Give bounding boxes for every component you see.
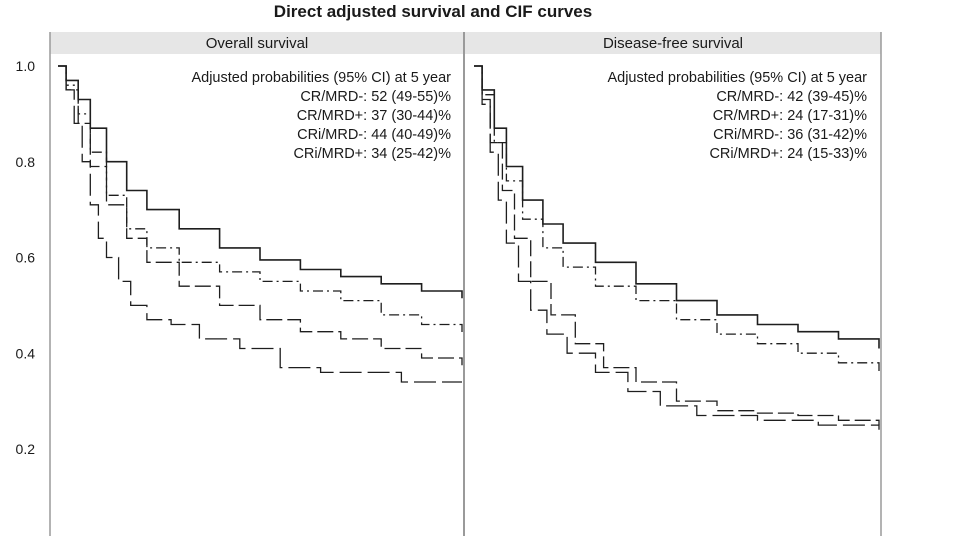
annotation-line: CR/MRD-: 52 (49-55)%	[300, 89, 451, 105]
panel-header-bg	[50, 32, 464, 54]
panel-title-disease-free-survival: Disease-free survival	[603, 35, 743, 52]
annotation-line: CR/MRD-: 42 (39-45)%	[716, 89, 867, 105]
panel-title-overall-survival: Overall survival	[206, 35, 309, 52]
survival-curve-solid	[474, 65, 880, 349]
curves-disease-free-survival	[474, 65, 880, 430]
curves-overall-survival	[58, 65, 463, 383]
y-tick-label: 0.6	[16, 250, 36, 266]
survival-curve-long-dash	[474, 65, 880, 426]
panel-overall-survival: Overall survival Adjusted probabilities …	[49, 32, 464, 536]
y-tick-label: 0.8	[16, 154, 36, 170]
survival-curve-solid	[58, 65, 463, 299]
chart-title: Direct adjusted survival and CIF curves	[273, 2, 593, 21]
annotation-line: CRi/MRD+: 34 (25-42)%	[293, 146, 451, 162]
annotation-line: CR/MRD+: 24 (17-31)%	[713, 108, 867, 124]
annotation-line: CRi/MRD-: 36 (31-42)%	[713, 127, 867, 143]
y-tick-label: 1.0	[16, 58, 36, 74]
panel-header-bg	[465, 32, 881, 54]
y-axis-ticks: 1.0 0.8 0.6 0.4 0.2	[16, 58, 36, 457]
annotation-heading: Adjusted probabilities (95% CI) at 5 yea…	[607, 70, 867, 86]
annotation-line: CRi/MRD+: 24 (15-33)%	[709, 146, 867, 162]
survival-curve-dash-dot	[58, 65, 463, 335]
annotation-line: CRi/MRD-: 44 (40-49)%	[297, 127, 451, 143]
annotation-heading: Adjusted probabilities (95% CI) at 5 yea…	[191, 70, 451, 86]
y-tick-label: 0.4	[16, 345, 36, 361]
survival-curve-dashed-step	[58, 65, 462, 383]
y-tick-label: 0.2	[16, 441, 36, 457]
panel-disease-free-survival: Disease-free survival Adjusted probabili…	[465, 32, 882, 536]
survival-curve-dashed-step	[474, 65, 880, 430]
annotation-line: CR/MRD+: 37 (30-44)%	[297, 108, 451, 124]
survival-curve-long-dash	[58, 65, 463, 366]
annotation-disease-free-survival: Adjusted probabilities (95% CI) at 5 yea…	[607, 70, 867, 162]
annotation-overall-survival: Adjusted probabilities (95% CI) at 5 yea…	[191, 70, 451, 162]
